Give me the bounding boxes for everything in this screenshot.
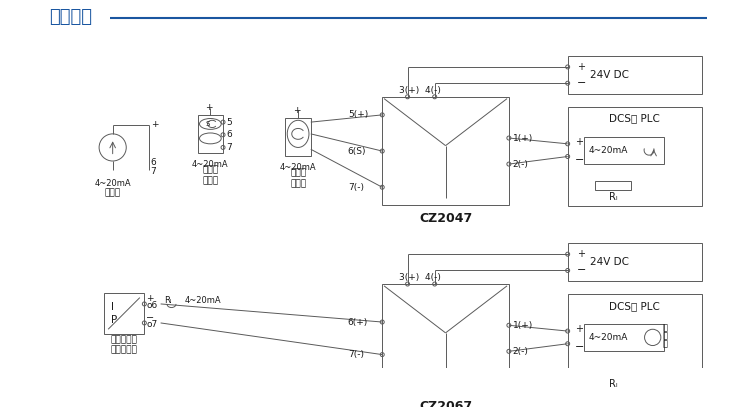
Text: CZ2047: CZ2047 (419, 212, 472, 225)
Text: CZ2067: CZ2067 (419, 400, 472, 407)
Text: 7(-): 7(-) (348, 350, 364, 359)
Text: 6: 6 (226, 130, 232, 139)
Text: Rₗ: Rₗ (608, 192, 617, 202)
Bar (584, 324, 664, 351)
Text: 三线制
变送器: 三线制 变送器 (202, 166, 218, 185)
Text: 1(+): 1(+) (512, 133, 532, 142)
Text: −: − (577, 265, 586, 276)
Bar (382, 284, 509, 393)
Text: 4~20mA: 4~20mA (589, 146, 628, 155)
Text: P: P (111, 315, 117, 325)
Text: 流: 流 (663, 331, 668, 340)
Bar (104, 293, 144, 334)
Text: 4~20mA: 4~20mA (94, 179, 131, 188)
Text: DCS， PLC: DCS， PLC (609, 114, 660, 123)
Text: 2(-): 2(-) (512, 347, 528, 356)
Text: 6(+): 6(+) (348, 317, 368, 326)
Text: 4~20mA: 4~20mA (280, 163, 316, 172)
Text: 电流源: 电流源 (104, 188, 121, 197)
Text: DCS， PLC: DCS， PLC (609, 301, 660, 311)
Bar (382, 97, 509, 206)
Text: −: − (577, 78, 586, 88)
Bar (584, 137, 664, 164)
Bar (595, 368, 631, 377)
Text: −: − (146, 313, 154, 324)
Text: S: S (206, 121, 210, 127)
Text: 二线制
变送器: 二线制 变送器 (290, 168, 306, 188)
Text: Rₗ: Rₗ (608, 379, 617, 389)
Bar (198, 115, 223, 153)
Text: +: + (575, 324, 583, 334)
Text: +: + (292, 106, 300, 115)
Text: 3(+)  4(-): 3(+) 4(-) (398, 86, 440, 95)
Bar (568, 107, 701, 206)
Text: I: I (111, 302, 114, 312)
Text: +: + (146, 294, 154, 303)
Text: 6: 6 (151, 158, 157, 167)
Text: 源: 源 (663, 339, 668, 348)
Text: Rₗ: Rₗ (164, 296, 172, 305)
Text: 4~20mA: 4~20mA (589, 333, 628, 342)
Text: +: + (577, 249, 585, 259)
Text: +: + (577, 62, 585, 72)
Text: −: − (575, 342, 584, 352)
Text: 7(-): 7(-) (348, 183, 364, 192)
Bar (568, 56, 701, 94)
Text: 接线示意: 接线示意 (50, 8, 92, 26)
Text: 6(S): 6(S) (348, 147, 366, 155)
Text: 5: 5 (226, 118, 232, 127)
Text: +: + (205, 103, 212, 112)
Text: o7: o7 (146, 320, 158, 329)
Text: 5(+): 5(+) (348, 110, 368, 119)
Text: 7: 7 (151, 167, 157, 176)
Text: 电: 电 (663, 323, 668, 332)
Text: 阀门定位器
电气转换器: 阀门定位器 电气转换器 (110, 335, 137, 354)
Text: o6: o6 (146, 301, 158, 310)
Bar (568, 243, 701, 281)
Text: 1(+): 1(+) (512, 321, 532, 330)
Bar (595, 181, 631, 190)
Bar (568, 294, 701, 394)
Text: +: + (151, 120, 158, 129)
Text: +: + (575, 137, 583, 147)
Text: −: − (575, 155, 584, 165)
Text: 4~20mA: 4~20mA (192, 160, 229, 169)
Text: 24V DC: 24V DC (590, 257, 629, 267)
Text: 3(+)  4(-): 3(+) 4(-) (398, 273, 440, 282)
Bar (286, 118, 310, 155)
Text: 4~20mA: 4~20mA (184, 296, 220, 305)
Text: 24V DC: 24V DC (590, 70, 629, 80)
Text: 2(-): 2(-) (512, 160, 528, 168)
Text: 7: 7 (226, 143, 232, 152)
